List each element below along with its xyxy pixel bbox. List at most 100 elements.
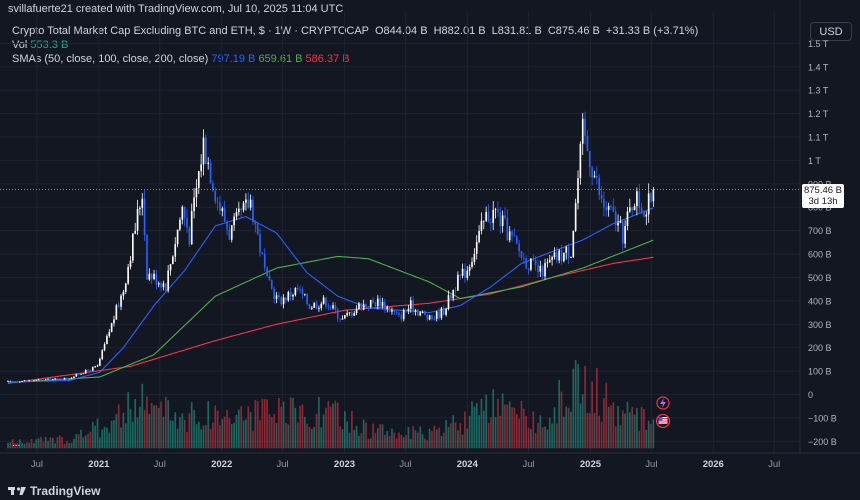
volume-bar xyxy=(322,414,325,449)
volume-bar xyxy=(391,428,393,449)
volume-bar xyxy=(551,423,553,449)
volume-bar xyxy=(296,422,299,449)
candle-body xyxy=(362,304,365,310)
price-chart[interactable]: 1.5 T1.4 T1.3 T1.2 T1.1 T1 T900 B800 B70… xyxy=(0,0,860,478)
volume-bar xyxy=(120,427,122,449)
candle-body xyxy=(596,175,598,178)
volume-bar xyxy=(605,382,608,449)
candle-body xyxy=(37,379,40,381)
volume-bar xyxy=(468,415,471,449)
candle-body xyxy=(530,258,532,270)
candle-body xyxy=(303,293,306,295)
candle-body xyxy=(193,197,195,212)
candle-body xyxy=(523,257,525,259)
candle-body xyxy=(247,199,250,208)
volume-bar xyxy=(636,408,638,449)
volume-bar xyxy=(346,421,349,449)
candle-body xyxy=(553,252,556,258)
candle-body xyxy=(527,268,530,270)
volume-bar xyxy=(440,435,443,449)
currency-button[interactable]: USD xyxy=(810,22,852,41)
volume-bar xyxy=(449,423,452,449)
legend-sma-row[interactable]: SMAs (50, close, 100, close, 200, close)… xyxy=(12,53,701,66)
flash-icon[interactable] xyxy=(656,396,670,410)
volume-bar xyxy=(117,404,120,449)
legend-vol-value: 553.3 B xyxy=(30,39,69,51)
candle-body xyxy=(233,216,235,226)
candle-body xyxy=(136,208,139,231)
volume-bar xyxy=(454,422,457,449)
candle-body xyxy=(365,304,367,307)
candle-body xyxy=(63,377,66,380)
sma50-line xyxy=(7,207,654,383)
price-tick-label: 600 B xyxy=(808,250,832,260)
candle-body xyxy=(172,256,174,265)
volume-bar xyxy=(409,439,412,449)
volume-bar xyxy=(240,406,243,449)
more-options[interactable]: ... xyxy=(12,438,21,449)
candle-body xyxy=(186,217,188,228)
sma100-path xyxy=(7,239,654,384)
us-flag-icon[interactable] xyxy=(655,413,671,429)
candle-body xyxy=(508,231,511,241)
volume-bar xyxy=(256,401,259,449)
price-tick-label: 1.2 T xyxy=(808,109,829,119)
volume-bar xyxy=(548,417,551,449)
candle-body xyxy=(132,233,134,261)
volume-bar xyxy=(471,401,473,449)
candle-body xyxy=(358,303,360,309)
candle-body xyxy=(537,264,539,272)
volume-bar xyxy=(219,425,221,449)
volume-bar xyxy=(523,408,525,449)
volume-bar xyxy=(367,438,370,449)
volume-bar xyxy=(273,413,275,449)
candle-body xyxy=(30,380,33,382)
candle-body xyxy=(381,301,384,306)
volume-bar xyxy=(572,368,575,449)
volume-bar xyxy=(70,443,73,449)
volume-bar xyxy=(181,413,184,449)
volume-bar xyxy=(49,437,52,449)
price-tick-label: 500 B xyxy=(808,273,832,283)
candle-body xyxy=(245,199,247,203)
volume-bar xyxy=(400,434,403,449)
volume-bar xyxy=(77,434,80,449)
volume-bar xyxy=(37,438,40,449)
candle-body xyxy=(299,289,301,290)
candle-body xyxy=(461,268,464,276)
volume-bar xyxy=(424,438,426,449)
candle-body xyxy=(292,294,294,297)
volume-bar xyxy=(308,426,311,449)
volume-bar xyxy=(565,406,568,449)
tradingview-logo[interactable]: TradingView xyxy=(8,484,100,498)
volume-bar xyxy=(172,420,174,449)
volume-bar xyxy=(238,409,240,449)
volume-bar xyxy=(146,396,148,449)
candle-body xyxy=(329,307,332,309)
volume-bar xyxy=(160,401,162,449)
volume-bar xyxy=(485,394,487,449)
volume-bar xyxy=(320,427,323,449)
candle-body xyxy=(77,374,80,375)
candle-body xyxy=(520,251,523,258)
volume-bar xyxy=(61,436,63,449)
volume-bar xyxy=(626,401,629,449)
legend-volume-row[interactable]: Vol 553.3 B xyxy=(12,39,701,52)
candle-body xyxy=(367,306,370,308)
price-tick-label: −100 B xyxy=(808,413,837,423)
candle-body xyxy=(214,191,217,202)
candle-body xyxy=(374,302,377,307)
candle-body xyxy=(70,377,73,379)
candle-body xyxy=(108,331,111,337)
candle-body xyxy=(117,305,120,307)
candle-body xyxy=(485,211,487,221)
candle-body xyxy=(570,257,572,258)
candle-body xyxy=(47,378,49,380)
candle-body xyxy=(388,306,391,312)
volume-bar xyxy=(124,423,127,449)
volume-bar xyxy=(433,425,436,449)
candle-body xyxy=(183,206,186,218)
candle-body xyxy=(544,263,546,277)
volume-bar xyxy=(629,412,631,449)
candle-body xyxy=(393,310,396,312)
